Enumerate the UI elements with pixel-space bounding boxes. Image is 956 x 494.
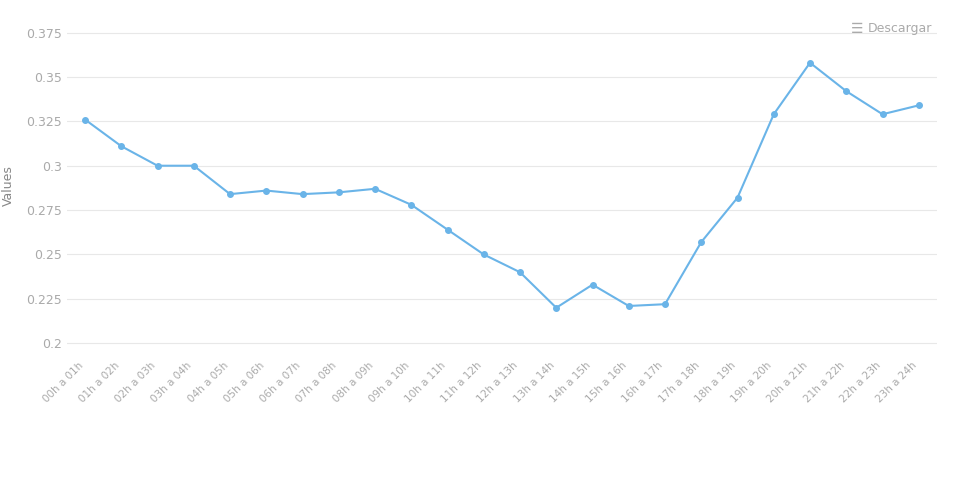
PRECIO KW/H <box>79 117 91 123</box>
Line: PRECIO KW/H: PRECIO KW/H <box>82 60 922 311</box>
PRECIO KW/H <box>696 239 707 245</box>
PRECIO KW/H <box>587 282 598 288</box>
PRECIO KW/H <box>514 269 526 275</box>
PRECIO KW/H <box>333 189 344 195</box>
Y-axis label: Values: Values <box>2 165 15 206</box>
PRECIO KW/H <box>116 143 127 149</box>
Legend: PRECIO KW/H: PRECIO KW/H <box>443 490 561 494</box>
Text: Descargar: Descargar <box>868 22 932 35</box>
PRECIO KW/H <box>768 111 779 117</box>
PRECIO KW/H <box>731 195 743 201</box>
PRECIO KW/H <box>623 303 635 309</box>
PRECIO KW/H <box>442 227 453 233</box>
PRECIO KW/H <box>188 163 200 168</box>
PRECIO KW/H <box>913 102 924 108</box>
PRECIO KW/H <box>225 191 236 197</box>
PRECIO KW/H <box>840 88 852 94</box>
PRECIO KW/H <box>804 60 815 66</box>
PRECIO KW/H <box>152 163 163 168</box>
PRECIO KW/H <box>405 202 417 208</box>
Text: ☰: ☰ <box>851 22 863 36</box>
PRECIO KW/H <box>478 251 489 257</box>
PRECIO KW/H <box>551 305 562 311</box>
PRECIO KW/H <box>261 188 272 194</box>
PRECIO KW/H <box>296 191 308 197</box>
PRECIO KW/H <box>369 186 380 192</box>
PRECIO KW/H <box>877 111 888 117</box>
PRECIO KW/H <box>660 301 671 307</box>
